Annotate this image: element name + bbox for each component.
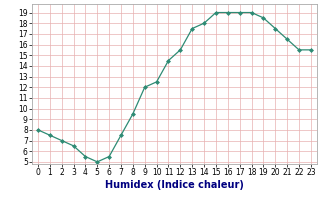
X-axis label: Humidex (Indice chaleur): Humidex (Indice chaleur) [105, 180, 244, 190]
